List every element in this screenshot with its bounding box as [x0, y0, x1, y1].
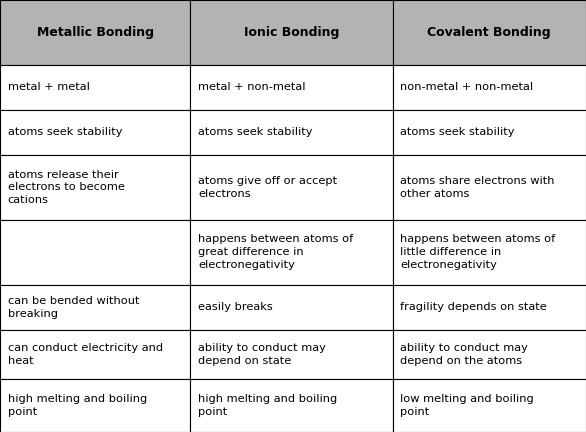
Text: non-metal + non-metal: non-metal + non-metal: [400, 83, 533, 92]
Text: atoms give off or accept
electrons: atoms give off or accept electrons: [198, 176, 337, 199]
Bar: [190, 65, 393, 110]
Bar: [0, 110, 190, 155]
Bar: [190, 220, 393, 285]
Text: atoms seek stability: atoms seek stability: [400, 127, 515, 137]
Text: atoms share electrons with
other atoms: atoms share electrons with other atoms: [400, 176, 555, 199]
Bar: [190, 0, 393, 65]
Bar: [0, 330, 190, 379]
Bar: [0, 65, 190, 110]
Bar: [0, 155, 190, 220]
Text: Ionic Bonding: Ionic Bonding: [244, 26, 339, 39]
Bar: [393, 285, 586, 330]
Text: happens between atoms of
great difference in
electronegativity: happens between atoms of great differenc…: [198, 235, 353, 270]
Text: Covalent Bonding: Covalent Bonding: [428, 26, 551, 39]
Text: ability to conduct may
depend on the atoms: ability to conduct may depend on the ato…: [400, 343, 528, 366]
Bar: [0, 285, 190, 330]
Text: atoms seek stability: atoms seek stability: [8, 127, 122, 137]
Text: easily breaks: easily breaks: [198, 302, 273, 312]
Bar: [0, 220, 190, 285]
Text: happens between atoms of
little difference in
electronegativity: happens between atoms of little differen…: [400, 235, 556, 270]
Bar: [393, 65, 586, 110]
Text: fragility depends on state: fragility depends on state: [400, 302, 547, 312]
Bar: [0, 0, 190, 65]
Bar: [190, 155, 393, 220]
Text: metal + non-metal: metal + non-metal: [198, 83, 305, 92]
Bar: [393, 379, 586, 432]
Bar: [393, 220, 586, 285]
Text: atoms seek stability: atoms seek stability: [198, 127, 312, 137]
Text: can conduct electricity and
heat: can conduct electricity and heat: [8, 343, 163, 366]
Bar: [0, 379, 190, 432]
Text: ability to conduct may
depend on state: ability to conduct may depend on state: [198, 343, 326, 366]
Text: low melting and boiling
point: low melting and boiling point: [400, 394, 534, 417]
Bar: [190, 285, 393, 330]
Text: high melting and boiling
point: high melting and boiling point: [198, 394, 338, 417]
Text: Metallic Bonding: Metallic Bonding: [37, 26, 154, 39]
Bar: [393, 110, 586, 155]
Bar: [190, 110, 393, 155]
Bar: [393, 330, 586, 379]
Text: high melting and boiling
point: high melting and boiling point: [8, 394, 147, 417]
Bar: [190, 379, 393, 432]
Bar: [393, 155, 586, 220]
Text: atoms release their
electrons to become
cations: atoms release their electrons to become …: [8, 170, 124, 205]
Bar: [190, 330, 393, 379]
Text: can be bended without
breaking: can be bended without breaking: [8, 296, 139, 319]
Text: metal + metal: metal + metal: [8, 83, 90, 92]
Bar: [393, 0, 586, 65]
